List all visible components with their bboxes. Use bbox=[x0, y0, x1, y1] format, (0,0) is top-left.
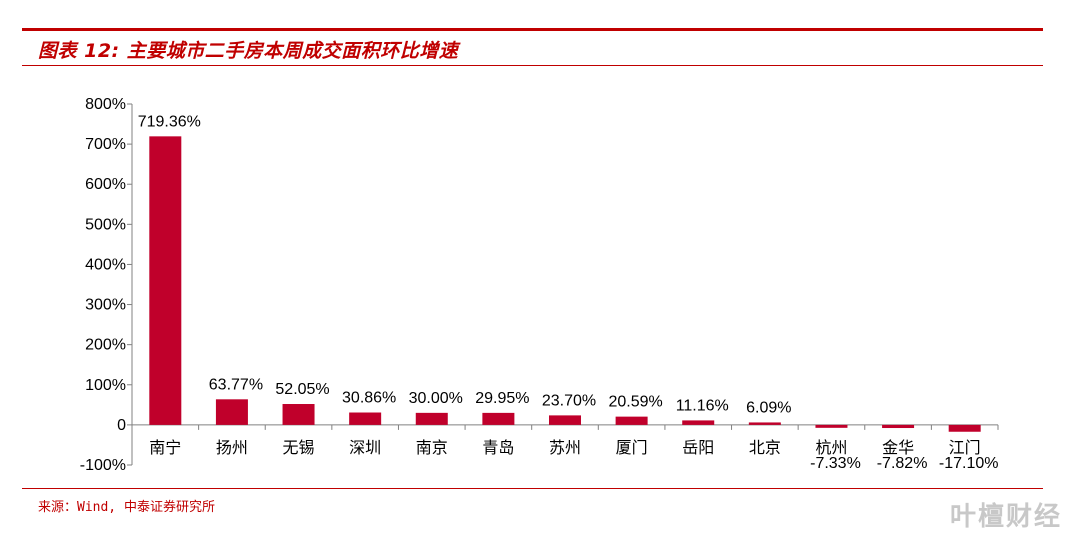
data-label-0: 719.36% bbox=[138, 113, 201, 130]
category-label-12: 江门 bbox=[949, 438, 981, 457]
title-rule bbox=[22, 65, 1043, 66]
category-label-10: 杭州 bbox=[815, 438, 847, 457]
bar-1 bbox=[215, 399, 248, 425]
y-tick-label: 600% bbox=[85, 176, 126, 193]
category-label-5: 青岛 bbox=[482, 438, 514, 457]
y-tick-label: 0 bbox=[117, 417, 126, 434]
bar-8 bbox=[682, 420, 715, 425]
data-label-12: -17.10% bbox=[939, 455, 999, 472]
data-label-11: -7.82% bbox=[877, 455, 928, 472]
data-label-6: 23.70% bbox=[542, 392, 596, 409]
bar-3 bbox=[349, 412, 382, 425]
y-tick-label: 200% bbox=[85, 337, 126, 354]
data-label-8: 11.16% bbox=[676, 397, 729, 414]
y-tick-label: 700% bbox=[85, 136, 126, 153]
category-label-11: 金华 bbox=[882, 438, 914, 457]
data-label-7: 20.59% bbox=[608, 394, 662, 411]
bar-4 bbox=[415, 412, 448, 425]
bar-11 bbox=[882, 424, 915, 429]
source-note: 来源：Wind, 中泰证券研究所 bbox=[38, 500, 215, 515]
data-label-2: 52.05% bbox=[275, 381, 329, 398]
bar-5 bbox=[482, 412, 515, 425]
data-label-1: 63.77% bbox=[209, 376, 263, 393]
category-label-0: 南宁 bbox=[149, 438, 181, 457]
bar-9 bbox=[748, 422, 781, 425]
data-label-10: -7.33% bbox=[810, 455, 861, 472]
chart-title: 图表 12: 主要城市二手房本周成交面积环比增速 bbox=[38, 40, 459, 62]
data-label-9: 6.09% bbox=[746, 399, 791, 416]
data-label-4: 30.00% bbox=[409, 390, 463, 407]
data-label-5: 29.95% bbox=[475, 390, 529, 407]
bar-10 bbox=[815, 424, 848, 428]
category-label-9: 北京 bbox=[749, 438, 781, 457]
category-label-1: 扬州 bbox=[216, 438, 248, 457]
bar-12 bbox=[948, 424, 981, 432]
y-tick-label: 800% bbox=[85, 96, 126, 113]
data-label-3: 30.86% bbox=[342, 390, 396, 407]
bar-2 bbox=[282, 404, 315, 425]
y-tick-label: 500% bbox=[85, 216, 126, 233]
y-tick-label: 100% bbox=[85, 377, 126, 394]
category-label-3: 深圳 bbox=[349, 438, 381, 457]
top-rule bbox=[22, 28, 1043, 31]
y-tick-label: -100% bbox=[80, 457, 126, 474]
y-tick-label: 300% bbox=[85, 297, 126, 314]
bar-0 bbox=[149, 136, 182, 425]
watermark: 叶檀财经 bbox=[949, 502, 1062, 532]
category-label-2: 无锡 bbox=[283, 438, 315, 457]
bar-6 bbox=[549, 415, 581, 425]
category-label-8: 岳阳 bbox=[682, 438, 714, 457]
bar-7 bbox=[615, 416, 648, 425]
category-label-7: 厦门 bbox=[616, 438, 648, 457]
category-label-6: 苏州 bbox=[549, 438, 581, 457]
category-label-4: 南京 bbox=[416, 438, 448, 457]
footer-rule bbox=[22, 488, 1043, 489]
y-tick-label: 400% bbox=[85, 256, 126, 273]
